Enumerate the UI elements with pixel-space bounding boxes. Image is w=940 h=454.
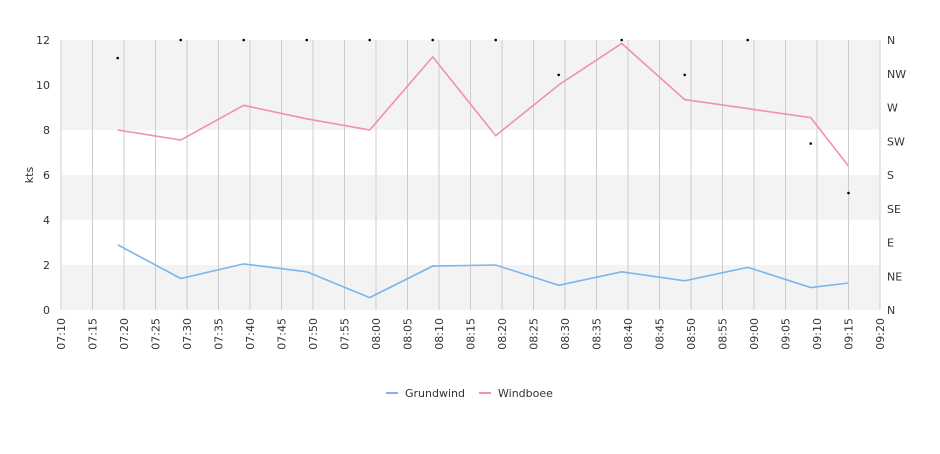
direction-point (620, 38, 623, 42)
x-tick-label: 09:15 (843, 318, 856, 350)
y-tick-label: 8 (43, 124, 50, 137)
direction-point (683, 73, 686, 77)
direction-point (242, 38, 245, 42)
direction-point (368, 38, 372, 42)
y-tick-label: 4 (43, 214, 50, 227)
x-tick-label: 07:40 (244, 318, 257, 350)
y2-tick-label: N (887, 34, 895, 47)
direction-point (847, 191, 850, 195)
y-tick-label: 0 (43, 304, 50, 317)
y-tick-label: 10 (36, 79, 50, 92)
series-line-grundwind (117, 244, 849, 299)
y2-tick-label: NE (887, 270, 902, 283)
direction-point (746, 38, 749, 42)
y-tick-label: 12 (36, 34, 50, 47)
x-tick-label: 07:15 (87, 318, 100, 350)
x-tick-label: 08:55 (717, 318, 730, 350)
x-tick-label: 08:50 (685, 318, 698, 350)
y2-tick-label: SE (887, 203, 901, 216)
x-tick-label: 07:45 (276, 318, 289, 350)
direction-point (116, 56, 119, 60)
x-tick-label: 07:50 (307, 318, 320, 350)
x-tick-label: 07:25 (150, 318, 163, 350)
y-axis-label: kts (23, 167, 36, 184)
x-tick-label: 09:05 (780, 318, 793, 350)
x-tick-label: 09:20 (874, 318, 887, 350)
x-tick-label: 07:55 (339, 318, 352, 350)
x-tick-label: 07:30 (181, 318, 194, 350)
x-tick-label: 08:20 (496, 318, 509, 350)
x-tick-label: 08:45 (654, 318, 667, 350)
direction-point (431, 38, 435, 42)
x-tick-label: 08:00 (370, 318, 383, 350)
direction-point (557, 73, 560, 77)
y-tick-label: 6 (43, 169, 50, 182)
y2-tick-label: E (887, 237, 894, 250)
x-tick-label: 07:35 (213, 318, 226, 350)
x-tick-label: 09:10 (811, 318, 824, 350)
x-tick-label: 07:10 (55, 318, 68, 350)
x-tick-label: 07:20 (118, 318, 131, 350)
x-tick-label: 08:35 (591, 318, 604, 350)
direction-point (809, 142, 812, 145)
direction-point (494, 38, 498, 42)
direction-point (179, 38, 182, 42)
x-tick-label: 08:10 (433, 318, 446, 350)
y-tick-label: 2 (43, 259, 50, 272)
x-tick-label: 08:40 (622, 318, 635, 350)
legend-item-windboee[interactable]: Windboee (479, 387, 553, 400)
x-tick-label: 08:30 (559, 318, 572, 350)
legend-label: Windboee (498, 387, 553, 400)
x-tick-label: 09:00 (748, 318, 761, 350)
x-tick-label: 08:25 (528, 318, 541, 350)
y2-tick-label: NW (887, 68, 906, 81)
series-line-windboee (117, 42, 850, 167)
direction-point (305, 38, 309, 42)
y2-tick-label: S (887, 169, 894, 182)
y2-tick-label: SW (887, 135, 905, 148)
legend-label: Grundwind (405, 387, 465, 400)
legend-item-grundwind[interactable]: Grundwind (386, 387, 465, 400)
x-tick-label: 08:15 (465, 318, 478, 350)
y2-tick-label: W (887, 102, 898, 115)
y2-tick-label: N (887, 304, 895, 317)
x-tick-label: 08:05 (402, 318, 415, 350)
